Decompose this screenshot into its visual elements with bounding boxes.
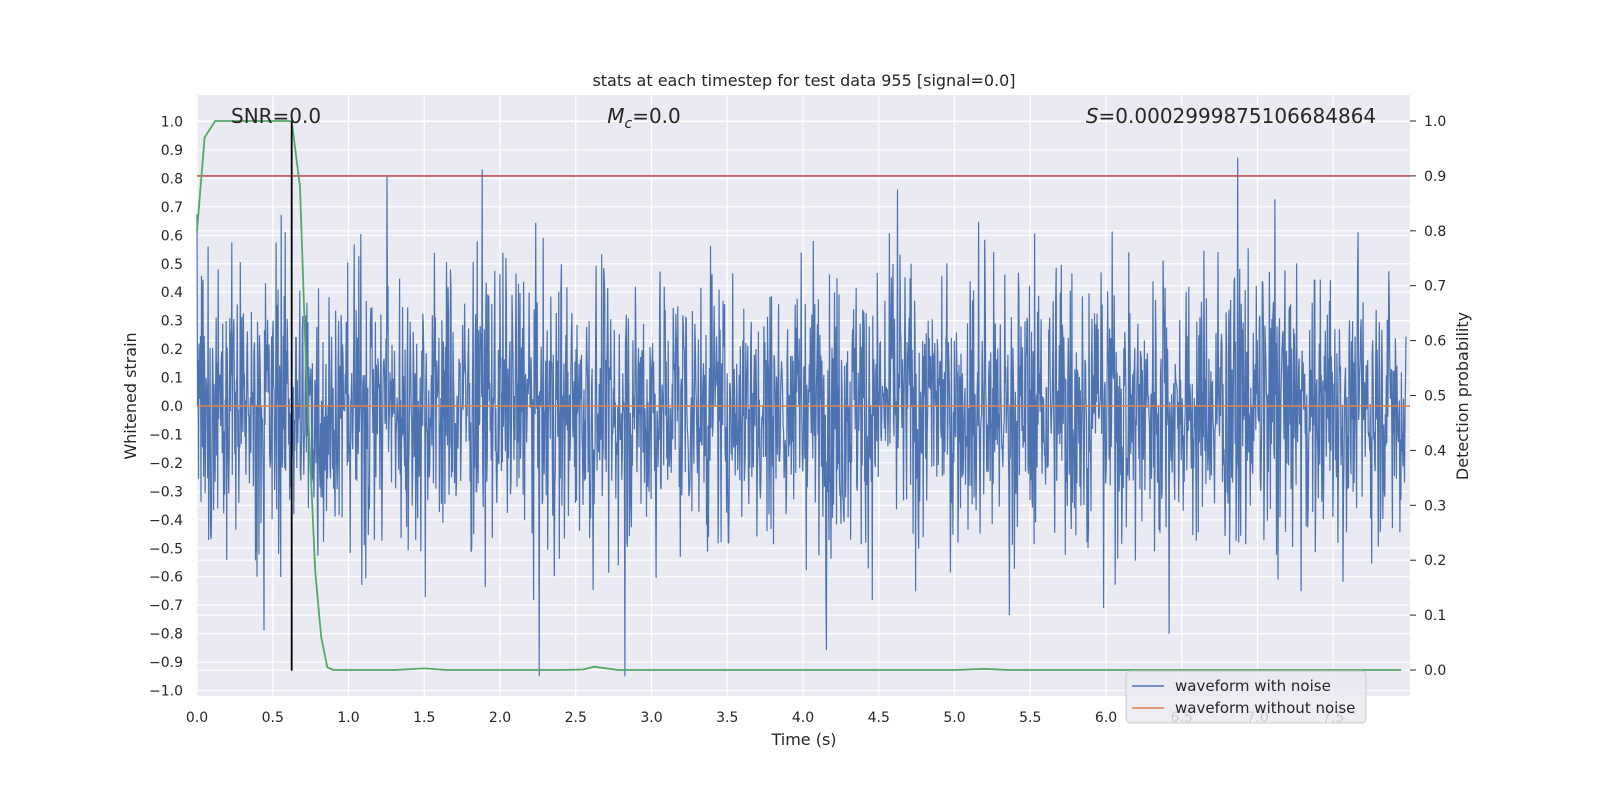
legend-box <box>1125 670 1367 724</box>
y-right-tick-label: 0.7 <box>1424 279 1446 295</box>
y-right-tick-label: 0.8 <box>1424 224 1446 240</box>
y-left-tick-label: −0.2 <box>149 456 183 472</box>
y-right-tick-label: 1.0 <box>1424 114 1446 130</box>
y-right-tick-label: 0.3 <box>1424 498 1446 514</box>
y-left-tick-label: −0.3 <box>149 484 183 500</box>
series-detection-probability <box>196 120 1402 671</box>
y-left-tick-label: 0.8 <box>161 171 183 187</box>
y-left-tick-label: 0.3 <box>161 314 183 330</box>
x-tick-label: 3.5 <box>716 710 738 726</box>
x-tick-label: 2.0 <box>489 710 511 726</box>
y-left-tick-label: −0.4 <box>149 513 183 529</box>
legend-label-waveform-with-noise: waveform with noise <box>1175 677 1331 695</box>
chart-title: stats at each timestep for test data 955… <box>592 71 1015 90</box>
x-tick-label: 5.5 <box>1019 710 1041 726</box>
y-left-tick-label: −0.9 <box>149 655 183 671</box>
x-tick-label: 0.5 <box>262 710 284 726</box>
y-left-tick-label: −1.0 <box>149 684 183 700</box>
x-tick-label: 4.0 <box>792 710 814 726</box>
y-right-tick-label: 0.9 <box>1424 169 1446 185</box>
x-tick-label: 0.0 <box>186 710 208 726</box>
noise-trace <box>196 157 1407 677</box>
series-waveform-with-noise <box>196 157 1407 677</box>
annotation-score: S=0.0002999875106684864 <box>1086 104 1376 128</box>
y-axis-label-right: Detection probability <box>1453 312 1472 480</box>
legend-label-waveform-without-noise: waveform without noise <box>1175 699 1355 717</box>
y-left-tick-label: −0.8 <box>149 627 183 643</box>
annotation-chirp-mass: Mc=0.0 <box>607 104 681 132</box>
x-tick-label: 2.5 <box>565 710 587 726</box>
y-left-tick-label: −0.6 <box>149 570 183 586</box>
y-right-tick-label: 0.2 <box>1424 553 1446 569</box>
y-left-tick-label: −0.5 <box>149 541 183 557</box>
x-tick-label: 4.5 <box>868 710 890 726</box>
y-right-tick-label: 0.5 <box>1424 389 1446 405</box>
y-left-tick-label: 1.0 <box>161 115 183 131</box>
y-left-tick-label: 0.4 <box>161 285 183 301</box>
y-right-tick-label: 0.6 <box>1424 334 1446 350</box>
x-tick-label: 6.0 <box>1095 710 1117 726</box>
axis-ticks: 0.00.51.01.52.02.53.03.54.04.55.05.56.06… <box>149 114 1446 726</box>
y-right-tick-label: 0.4 <box>1424 443 1446 459</box>
y-left-tick-label: 0.5 <box>161 257 183 273</box>
x-tick-label: 3.0 <box>640 710 662 726</box>
y-left-tick-label: 0.7 <box>161 200 183 216</box>
y-left-tick-label: 0.2 <box>161 342 183 358</box>
x-tick-label: 1.5 <box>413 710 435 726</box>
annotation-snr: SNR=0.0 <box>231 104 321 128</box>
y-left-tick-label: −0.1 <box>149 427 183 443</box>
y-left-tick-label: 0.6 <box>161 228 183 244</box>
y-left-tick-label: 0.0 <box>161 399 183 415</box>
x-tick-label: 1.0 <box>337 710 359 726</box>
y-axis-label-left: Whitened strain <box>121 332 140 459</box>
y-right-tick-label: 0.0 <box>1424 663 1446 679</box>
y-right-tick-label: 0.1 <box>1424 608 1446 624</box>
x-tick-label: 5.0 <box>943 710 965 726</box>
y-left-tick-label: 0.9 <box>161 143 183 159</box>
x-axis-label: Time (s) <box>770 730 836 749</box>
y-left-tick-label: 0.1 <box>161 371 183 387</box>
y-left-tick-label: −0.7 <box>149 598 183 614</box>
legend: waveform with noise waveform without noi… <box>1125 670 1367 724</box>
